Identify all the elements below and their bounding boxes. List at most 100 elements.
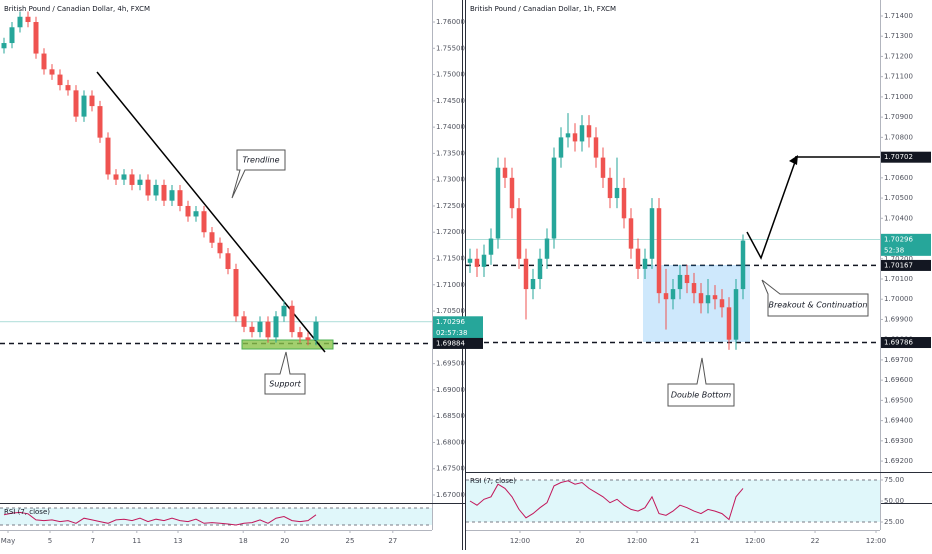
y-tick-label: 1.70900 [884,113,913,121]
y-tick-label: 1.71000 [884,93,913,101]
price-label: 1.70296 [884,235,913,243]
candle-body [614,187,620,199]
price-label: 1.69884 [436,339,465,347]
x-tick-label: 18 [239,537,248,545]
x-tick-label: 7 [91,537,95,545]
candle-body [530,278,536,290]
y-tick-label: 1.72000 [436,228,465,236]
candle-body [129,174,135,185]
candle-body [193,211,199,217]
y-tick-label: 1.71100 [884,73,913,81]
x-tick-label: 12:00 [866,537,886,545]
y-tick-label: 1.71300 [884,32,913,40]
candle-body [488,238,494,255]
candle-body [642,258,648,269]
candle-body [297,332,303,338]
candle-body [153,184,159,196]
candle-body [544,238,550,259]
candle-body [502,167,508,178]
candle-body [572,133,578,142]
candle-body [201,211,207,233]
x-tick-label: 21 [691,537,700,545]
support-zone [241,339,334,350]
y-tick-label: 1.68000 [436,438,465,446]
candle-body [516,208,522,259]
y-tick-label: 1.70600 [884,174,913,182]
candle-body [733,289,739,340]
candle-body [217,242,223,254]
candle-body [241,316,247,327]
candle-body [257,321,263,333]
candle-body [145,179,151,196]
y-tick-label: 1.69000 [436,386,465,394]
candle-body [705,295,711,304]
x-tick-label: 20 [576,537,585,545]
candle-body [600,157,606,178]
countdown: 52:38 [884,246,904,254]
price-label-box [881,259,931,271]
price-label: 1.70296 [436,318,465,326]
candle-body [73,90,79,117]
candle-body [81,95,87,117]
y-tick-label: 1.74000 [436,123,465,131]
candle-body [558,137,564,158]
y-tick-label: 1.71000 [436,281,465,289]
y-tick-label: 1.69900 [884,315,913,323]
rsi-band [0,507,432,526]
x-tick-label: 12:00 [745,537,765,545]
price-label: 1.69786 [884,339,913,347]
x-tick-label: 12:00 [627,537,647,545]
arrow-path [746,161,796,260]
candle-body [677,274,683,290]
price-label-box [881,233,931,256]
candle-body [281,305,287,317]
candle-body [467,258,473,263]
rsi-tick-label: 50.00 [884,497,904,505]
y-tick-label: 1.72500 [436,202,465,210]
candle-body [684,274,690,284]
price-label-box [881,151,931,163]
candle-body [249,326,255,333]
x-tick-label: 20 [280,537,289,545]
chart-title: British Pound / Canadian Dollar, 1h, FXC… [470,5,616,13]
candle-body [628,218,634,249]
candle-body [49,69,55,75]
candle-body [607,177,613,199]
y-tick-label: 1.69400 [884,417,913,425]
candle-body [169,190,175,201]
price-label-box [433,337,483,349]
y-tick-label: 1.70400 [884,214,913,222]
x-tick-label: 13 [174,537,183,545]
y-tick-label: 1.70500 [884,194,913,202]
annotation: Double Bottom [671,391,731,400]
y-tick-label: 1.69500 [436,360,465,368]
x-tick-label: 5 [48,537,52,545]
candle-body [537,258,543,279]
candle-body [474,258,480,267]
price-label: 1.70702 [884,153,913,161]
candle-body [621,187,627,219]
x-tick-label: 22 [811,537,820,545]
y-tick-label: 1.70000 [884,295,913,303]
candle-body [712,295,718,300]
candle-body [289,305,295,333]
y-tick-label: 1.67000 [436,491,465,499]
y-tick-label: 1.73500 [436,149,465,157]
rsi-name: RSI (7, close) [470,477,516,485]
candle-body [1,43,7,49]
candle-body [593,137,599,158]
callout [761,279,869,317]
candle-body [586,125,592,138]
candle-body [509,177,515,209]
rsi-line [469,480,744,521]
y-tick-label: 1.69700 [884,356,913,364]
candle-body [177,190,183,206]
y-tick-label: 1.71500 [436,255,465,263]
y-tick-label: 1.69300 [884,437,913,445]
candle-body [663,293,669,300]
x-tick-label: May [1,537,15,545]
price-label-box [881,337,931,349]
candle-body [656,208,662,294]
